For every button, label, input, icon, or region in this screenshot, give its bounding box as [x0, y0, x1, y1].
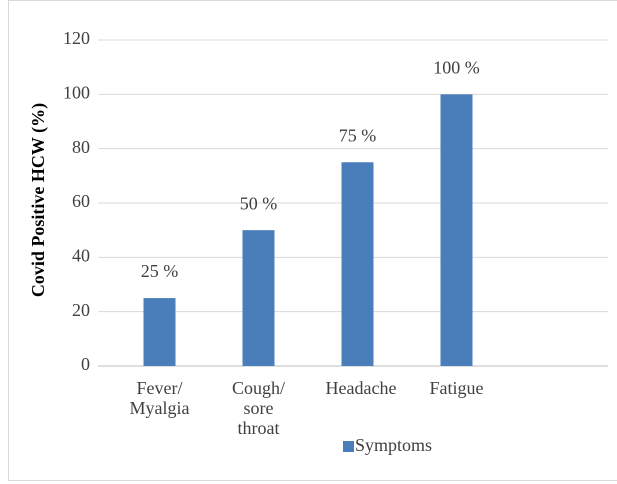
legend-label: Symptoms	[355, 435, 432, 455]
data-label: 75 %	[339, 125, 377, 145]
legend-swatch	[343, 441, 354, 452]
data-label: 50 %	[240, 193, 278, 213]
bar	[341, 162, 374, 366]
y-tick-label: 0	[81, 354, 90, 374]
x-tick-label: Cough/ sore throat	[231, 378, 285, 438]
y-tick-label: 20	[72, 300, 90, 320]
x-tick-label: Fever/ Myalgia	[129, 378, 190, 418]
x-tick-label: Headache	[325, 378, 397, 398]
y-tick-label: 80	[72, 137, 90, 157]
y-tick-label: 100	[63, 82, 90, 102]
bar	[143, 298, 176, 366]
bar	[242, 230, 275, 366]
data-label: 25 %	[141, 261, 179, 281]
data-label: 100 %	[433, 57, 480, 77]
y-tick-label: 120	[63, 28, 90, 48]
y-axis-title: Covid Positive HCW (%)	[28, 103, 49, 297]
bar	[440, 94, 473, 366]
y-tick-label: 60	[72, 191, 90, 211]
y-tick-label: 40	[72, 245, 90, 265]
chart-frame	[8, 0, 617, 481]
x-tick-label: Fatigue	[429, 378, 484, 398]
